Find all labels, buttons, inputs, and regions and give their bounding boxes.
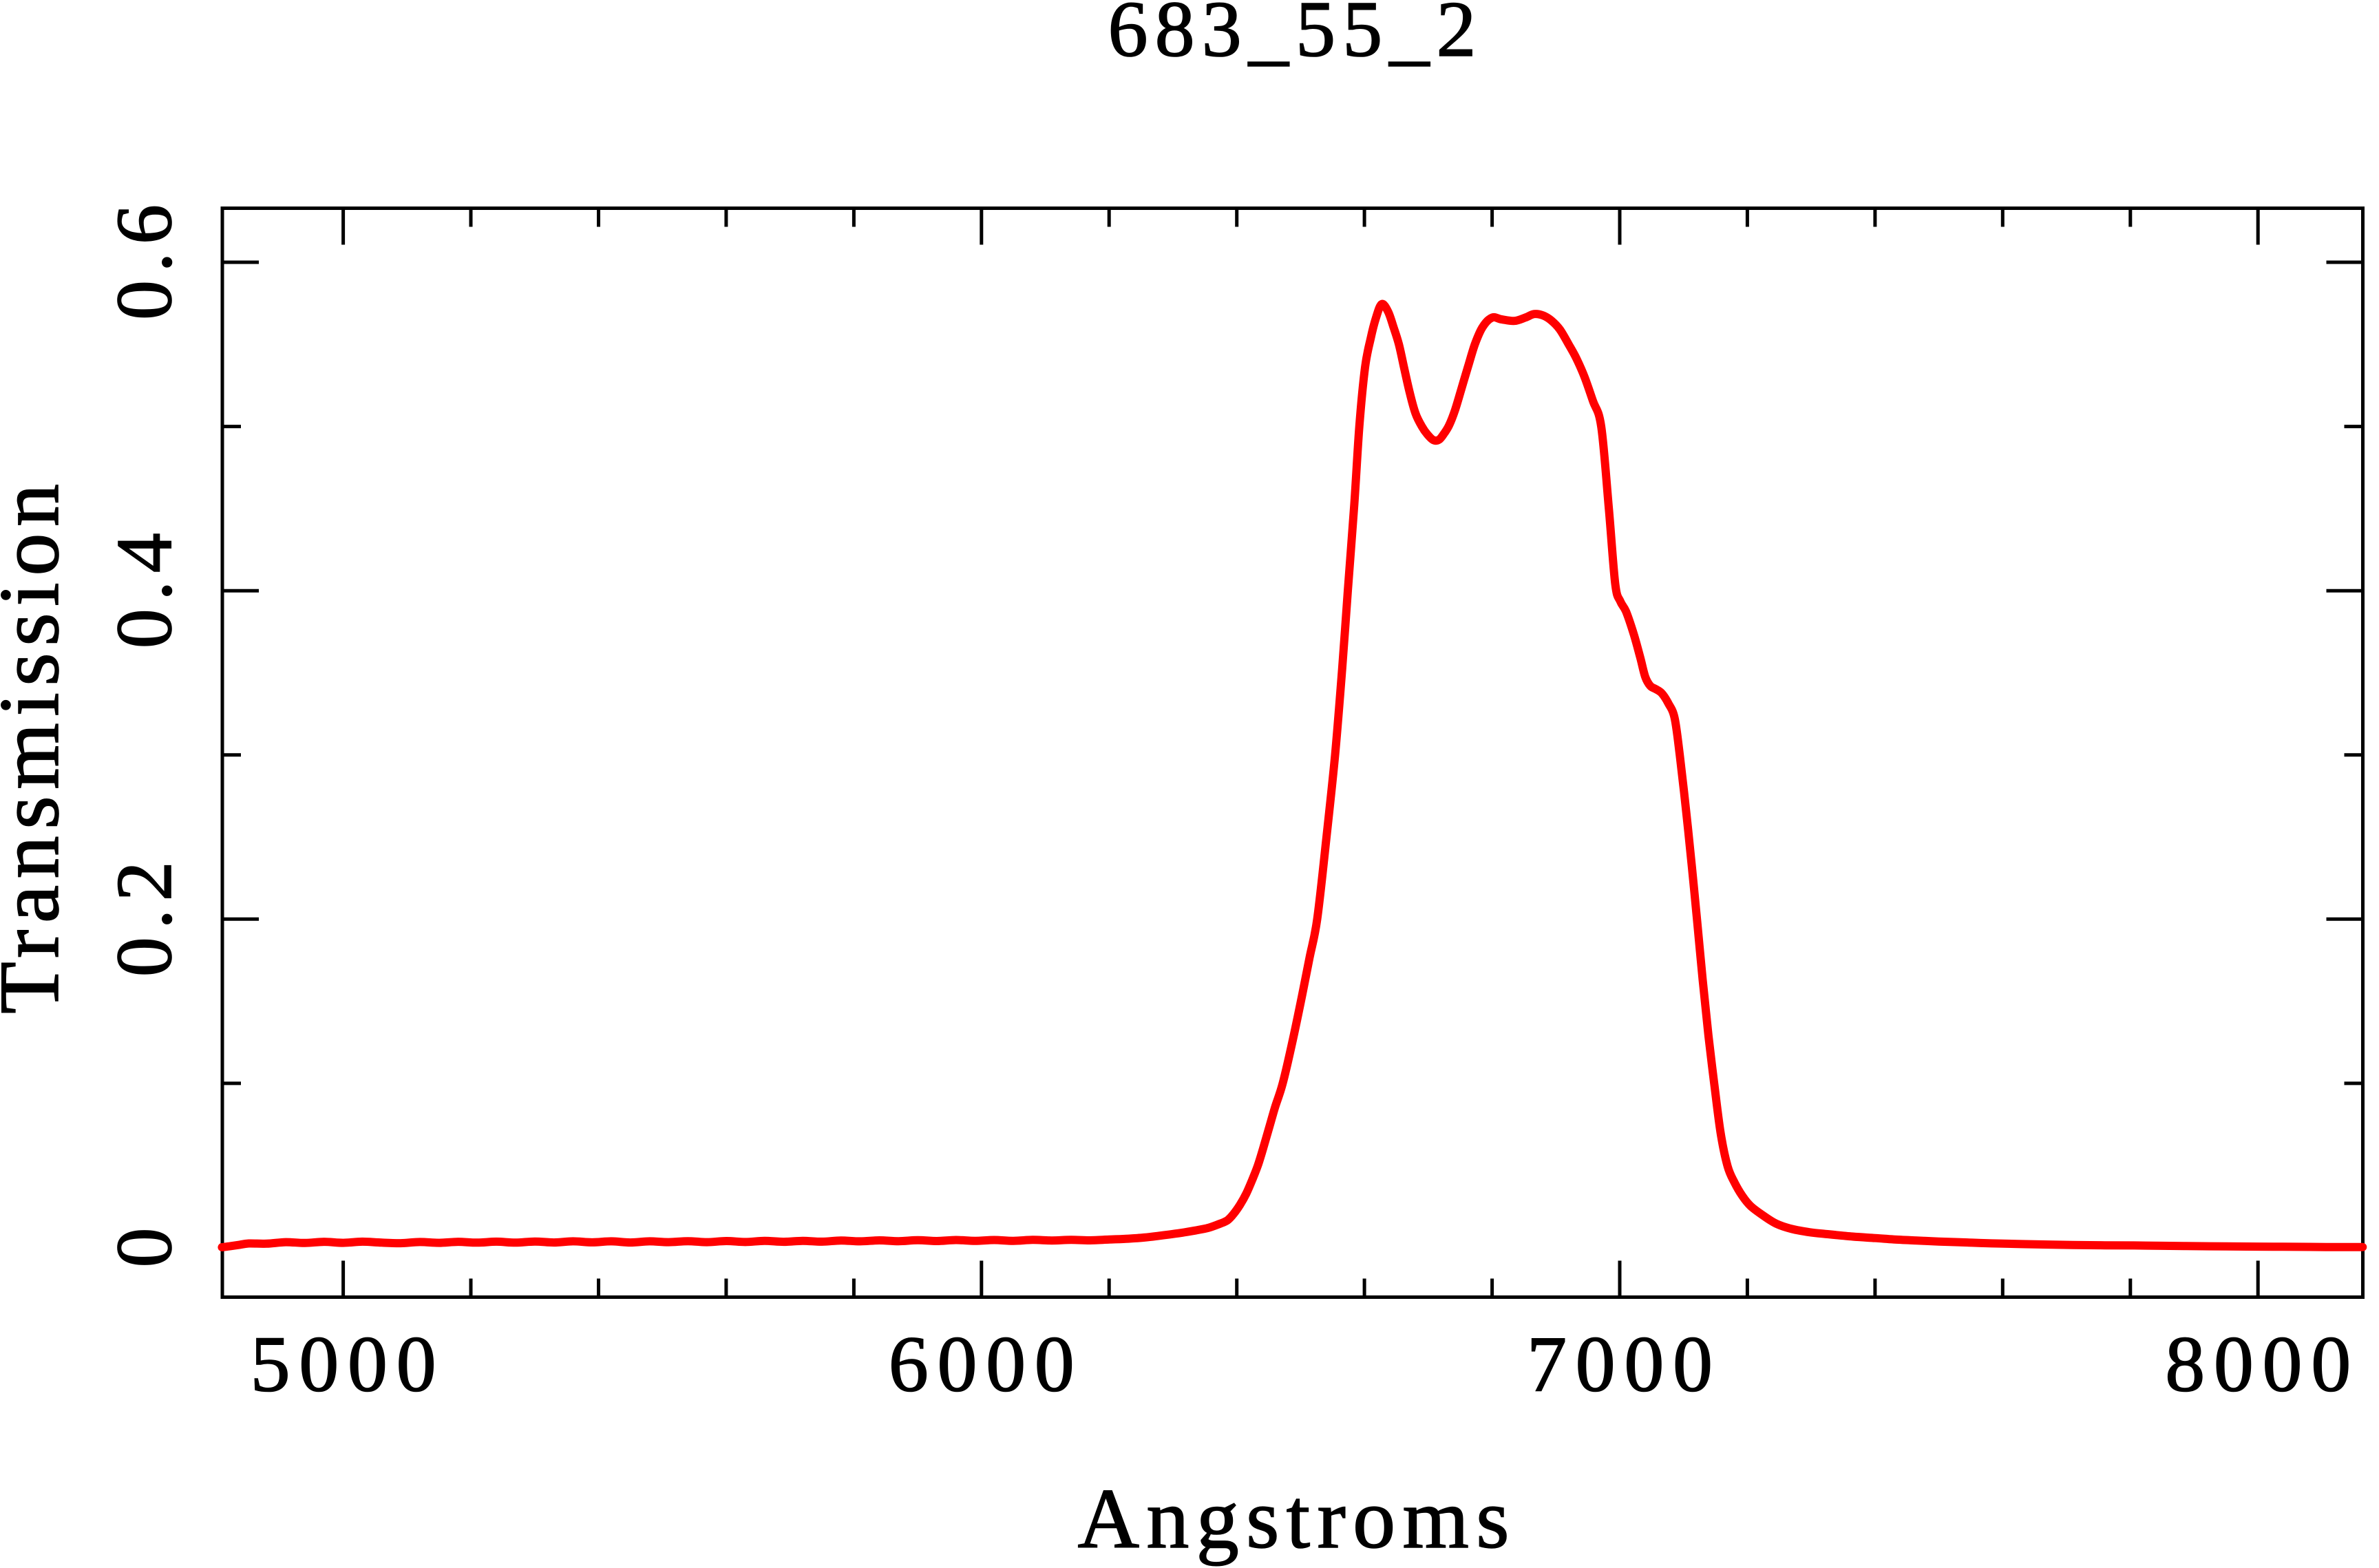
svg-text:Transmission: Transmission [0,484,76,1014]
svg-text:0.2: 0.2 [101,861,189,977]
svg-text:Angstroms: Angstroms [1078,1472,1510,1566]
svg-text:0.6: 0.6 [101,204,189,320]
svg-text:0.4: 0.4 [101,533,189,648]
svg-text:0: 0 [101,1228,189,1268]
